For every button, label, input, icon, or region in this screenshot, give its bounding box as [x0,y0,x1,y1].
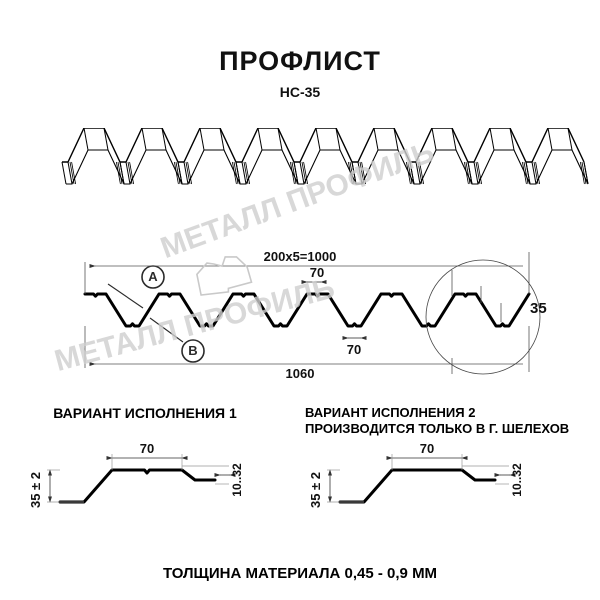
svg-text:70: 70 [347,342,361,357]
svg-text:10..32: 10..32 [230,463,244,497]
svg-text:B: B [188,343,197,358]
svg-text:35 ± 2: 35 ± 2 [28,472,43,508]
svg-text:10..32: 10..32 [510,463,524,497]
svg-text:35 ± 2: 35 ± 2 [308,472,323,508]
svg-text:A: A [148,269,158,284]
svg-text:1060: 1060 [286,366,315,381]
svg-text:35: 35 [530,300,547,317]
svg-text:70: 70 [420,441,434,456]
svg-text:70: 70 [140,441,154,456]
